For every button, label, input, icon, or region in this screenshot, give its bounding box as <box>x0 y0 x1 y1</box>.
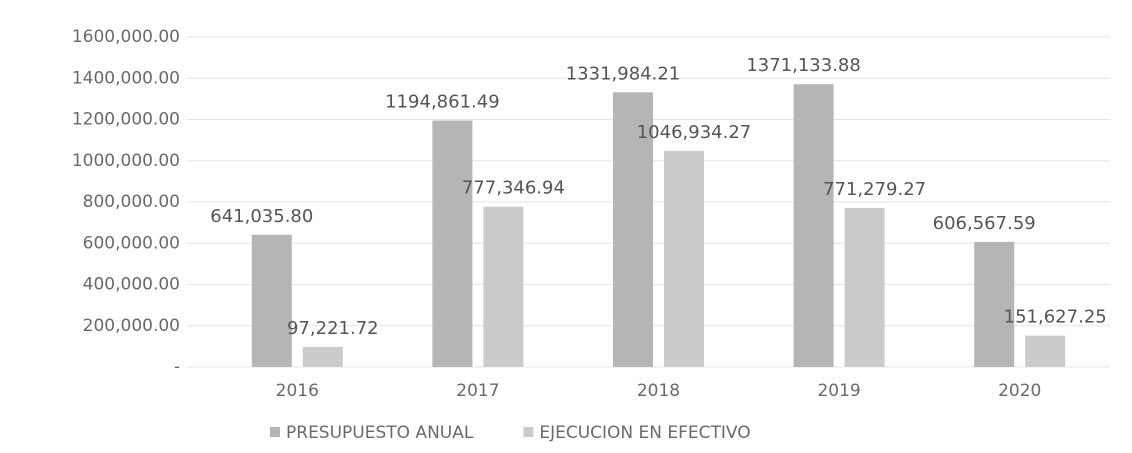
bar <box>302 346 343 367</box>
value-label: 151,627.25 <box>1004 307 1107 328</box>
value-label: 606,567.59 <box>933 213 1036 234</box>
bar <box>251 234 292 367</box>
x-tick-label: 2017 <box>456 381 499 401</box>
bar <box>1025 335 1066 367</box>
value-label: 97,221.72 <box>287 318 379 339</box>
y-tick-label: 1000,000.00 <box>72 151 180 171</box>
x-tick-label: 2016 <box>276 381 319 401</box>
bar <box>974 241 1015 367</box>
value-label: 641,035.80 <box>210 206 313 227</box>
x-tick-label: 2020 <box>998 381 1041 401</box>
legend-swatch <box>523 427 534 437</box>
legend-label: EJECUCION EN EFECTIVO <box>539 423 750 443</box>
x-tick-label: 2018 <box>637 381 680 401</box>
bar <box>664 151 704 367</box>
bar <box>483 206 524 367</box>
legend-label: PRESUPUESTO ANUAL <box>286 423 474 443</box>
y-tick-label: 1400,000.00 <box>72 68 180 88</box>
y-tick-label: 1600,000.00 <box>72 27 180 47</box>
value-label: 1194,861.49 <box>385 92 500 113</box>
bar <box>432 120 473 367</box>
x-tick-label: 2019 <box>817 381 860 401</box>
y-tick-label: 600,000.00 <box>83 233 180 253</box>
legend-swatch <box>270 427 280 437</box>
bar <box>844 207 885 367</box>
value-label: 1371,133.88 <box>746 55 861 76</box>
value-label: 771,279.27 <box>823 179 926 200</box>
value-label: 1046,934.27 <box>637 122 752 143</box>
y-tick-label: 800,000.00 <box>83 192 180 212</box>
y-tick-label: 400,000.00 <box>83 275 180 295</box>
bar <box>613 92 653 367</box>
y-tick-label: 200,000.00 <box>83 316 180 336</box>
value-label: 777,346.94 <box>462 178 565 199</box>
y-tick-label: - <box>174 357 180 377</box>
y-tick-label: 1200,000.00 <box>72 110 180 130</box>
value-label: 1331,984.21 <box>566 63 681 84</box>
bar <box>793 84 834 367</box>
